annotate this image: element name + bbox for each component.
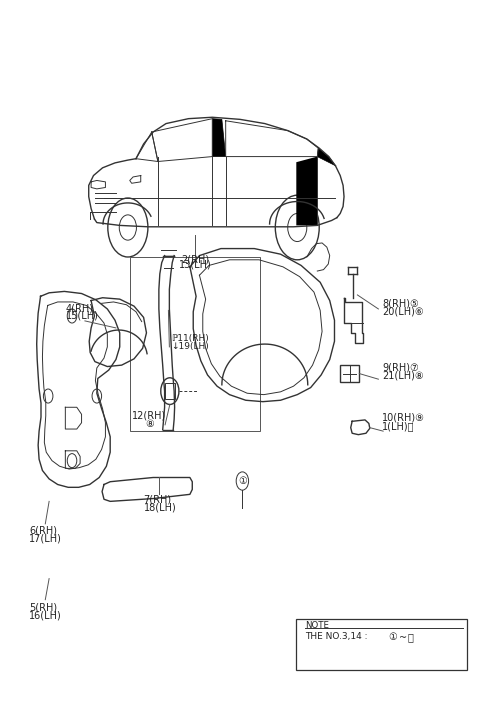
- Text: 17(LH): 17(LH): [29, 534, 62, 544]
- Text: 2(RH): 2(RH): [181, 254, 209, 264]
- Text: ⑯: ⑯: [407, 632, 413, 642]
- Polygon shape: [212, 118, 226, 157]
- Text: ⑧: ⑧: [145, 419, 154, 429]
- Text: NOTE: NOTE: [305, 620, 329, 630]
- Text: 12(RH): 12(RH): [132, 410, 167, 420]
- Text: THE NO.3,14 :: THE NO.3,14 :: [305, 632, 370, 641]
- Text: 13(LH): 13(LH): [179, 259, 212, 269]
- Text: ↓19(LH): ↓19(LH): [171, 342, 209, 351]
- Text: 4(RH): 4(RH): [66, 303, 94, 313]
- Text: ①: ①: [388, 632, 396, 642]
- Text: 9(RH)⑦: 9(RH)⑦: [382, 362, 419, 372]
- Text: ①: ①: [238, 476, 247, 486]
- Bar: [296, 620, 467, 670]
- Text: 20(LH)⑥: 20(LH)⑥: [382, 307, 424, 317]
- Polygon shape: [296, 157, 317, 226]
- Text: 6(RH): 6(RH): [29, 525, 57, 535]
- Bar: [340, 365, 360, 382]
- Text: 8(RH)⑤: 8(RH)⑤: [382, 298, 419, 308]
- Text: 16(LH): 16(LH): [29, 611, 62, 620]
- Text: ~: ~: [399, 633, 407, 644]
- Text: 18(LH): 18(LH): [144, 503, 176, 513]
- Bar: [130, 257, 260, 431]
- Polygon shape: [317, 148, 336, 166]
- Text: 21(LH)⑧: 21(LH)⑧: [382, 371, 424, 381]
- Text: 10(RH)⑨: 10(RH)⑨: [382, 412, 425, 423]
- Text: 1(LH)⑯: 1(LH)⑯: [382, 421, 415, 431]
- Text: 15(LH): 15(LH): [66, 310, 99, 320]
- Text: 5(RH): 5(RH): [29, 602, 57, 613]
- Bar: [165, 384, 175, 399]
- Text: 7(RH): 7(RH): [144, 494, 172, 504]
- Text: ℙ11(RH): ℙ11(RH): [171, 333, 209, 343]
